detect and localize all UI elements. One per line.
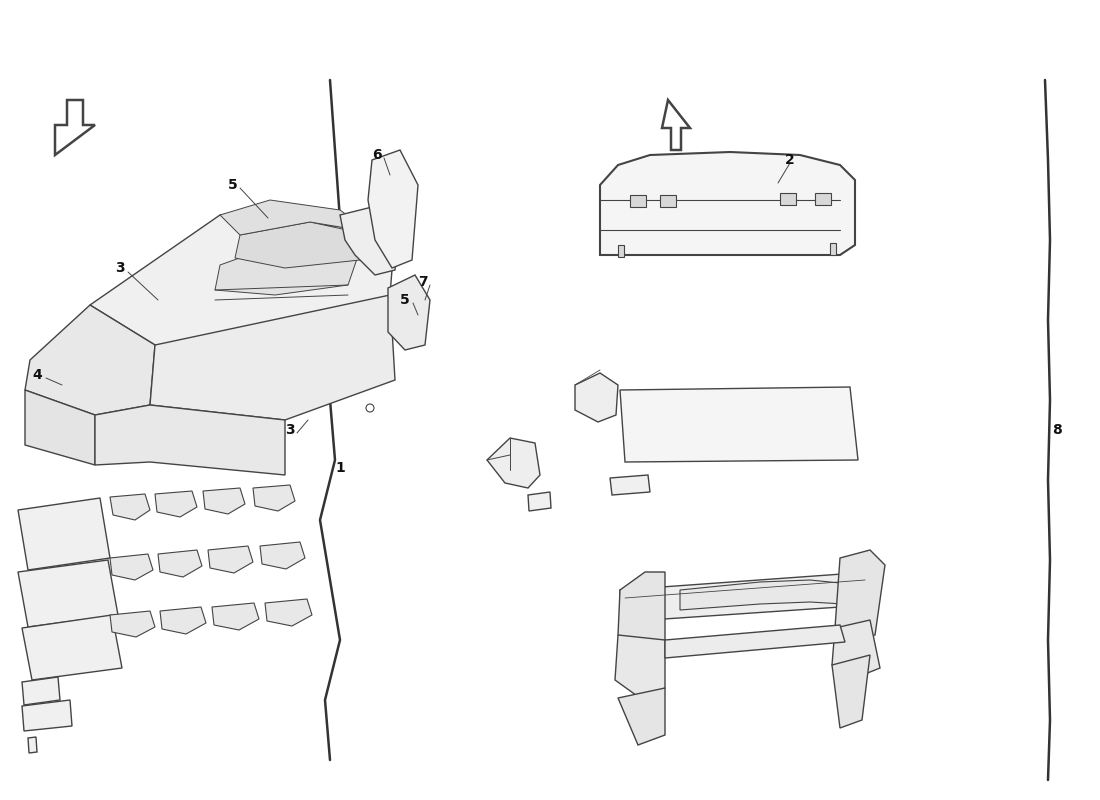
Polygon shape [815,193,830,205]
Polygon shape [90,215,395,345]
Polygon shape [160,607,206,634]
Polygon shape [22,700,72,731]
Polygon shape [150,295,395,420]
Polygon shape [155,491,197,517]
Text: 3: 3 [285,423,295,437]
Polygon shape [618,688,666,745]
Text: 7: 7 [418,275,428,289]
Polygon shape [832,655,870,728]
Polygon shape [618,572,666,648]
Polygon shape [22,677,61,705]
Polygon shape [600,152,855,255]
Polygon shape [620,387,858,462]
Polygon shape [208,546,253,573]
Polygon shape [212,603,258,630]
Text: 1: 1 [336,461,344,475]
Polygon shape [95,405,285,475]
Text: 5: 5 [400,293,409,307]
Polygon shape [235,222,370,268]
Text: 8: 8 [1052,423,1062,437]
Polygon shape [832,620,880,678]
Polygon shape [666,625,845,658]
Polygon shape [110,494,150,520]
Polygon shape [780,193,796,205]
Polygon shape [220,200,370,235]
Polygon shape [835,550,886,642]
Polygon shape [110,554,153,580]
Text: 6: 6 [372,148,382,162]
Polygon shape [610,475,650,495]
Polygon shape [22,615,122,680]
Polygon shape [388,275,430,350]
Polygon shape [28,737,37,753]
Polygon shape [368,150,418,268]
Polygon shape [630,195,646,207]
Polygon shape [618,245,624,257]
Polygon shape [620,572,880,622]
Polygon shape [204,488,245,514]
Polygon shape [575,373,618,422]
Text: 4: 4 [32,368,42,382]
Polygon shape [18,498,110,570]
Polygon shape [158,550,202,577]
Polygon shape [253,485,295,511]
Polygon shape [660,195,676,207]
Polygon shape [265,599,312,626]
Polygon shape [528,492,551,511]
Text: 3: 3 [116,261,124,275]
Text: 5: 5 [228,178,238,192]
Polygon shape [260,542,305,569]
Polygon shape [214,238,360,295]
Polygon shape [487,438,540,488]
Polygon shape [615,635,666,698]
Polygon shape [110,611,155,637]
Polygon shape [680,580,860,610]
Polygon shape [25,390,95,465]
Text: 2: 2 [785,153,794,167]
Polygon shape [18,560,118,627]
Polygon shape [25,305,155,415]
Polygon shape [830,243,836,255]
Polygon shape [340,205,400,275]
